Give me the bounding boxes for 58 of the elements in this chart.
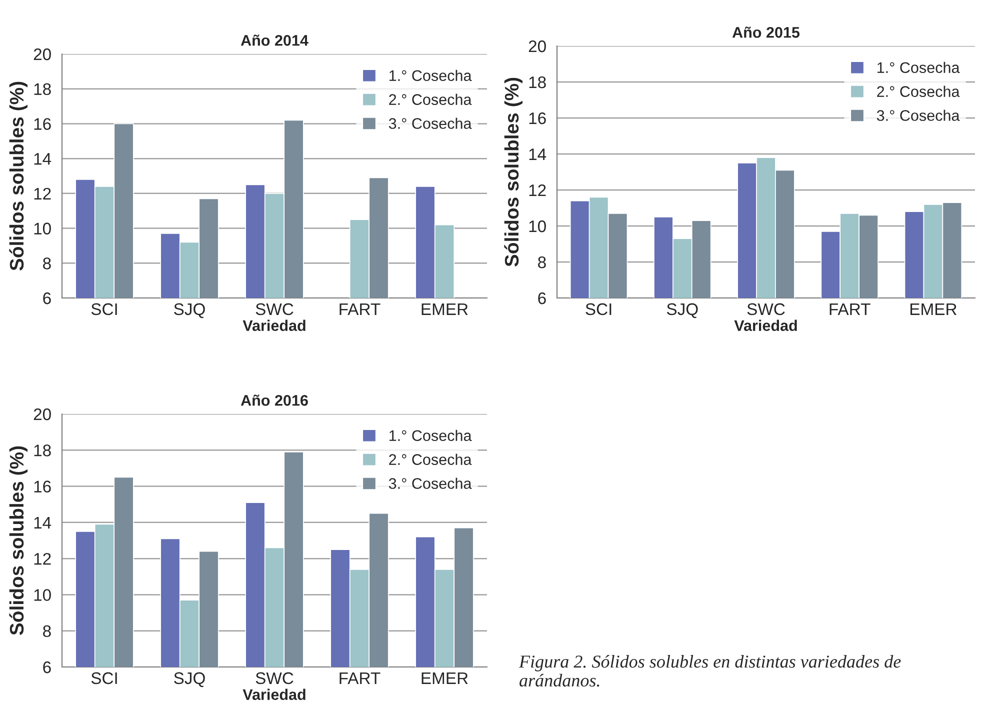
x-tick-label: SCI — [586, 303, 612, 316]
x-tick-label: SJQ — [174, 672, 205, 688]
y-axis-title: Sólidos solubles (%) — [9, 82, 28, 271]
y-tick-label: 14 — [529, 148, 546, 160]
legend-label: 2.° Cosecha — [389, 454, 472, 465]
legend-label: 3.° Cosecha — [876, 110, 960, 121]
y-tick-label: 6 — [43, 661, 51, 674]
legend-label: 2.° Cosecha — [389, 94, 472, 105]
legend-label: 1.° Cosecha — [878, 62, 960, 74]
x-tick-label: SCI — [91, 303, 117, 316]
y-axis-title: Sólidos solubles (%) — [504, 78, 522, 267]
y-tick-label: 18 — [34, 444, 51, 456]
legend-label: 2.° Cosecha — [877, 86, 960, 97]
y-tick-label: 10 — [529, 220, 546, 232]
y-tick-label: 12 — [529, 184, 546, 196]
y-tick-label: 12 — [34, 552, 51, 565]
x-tick-label: EMER — [422, 672, 468, 684]
x-tick-label: SWC — [256, 303, 294, 316]
chart-title: Año 2014 — [240, 34, 308, 46]
chart-title: Año 2016 — [240, 394, 308, 406]
legend-label: 1.° Cosecha — [390, 70, 472, 82]
x-tick-label: FART — [830, 303, 870, 315]
x-axis-title: Variedad — [242, 320, 306, 332]
y-tick-label: 16 — [529, 112, 546, 124]
y-tick-label: 18 — [529, 76, 546, 88]
y-tick-label: 18 — [34, 83, 51, 96]
y-tick-label: 6 — [43, 292, 51, 304]
y-axis-title: Sólidos solubles (%) — [9, 446, 28, 636]
text: Figura 2. Sólidos solubles en distintas variedades de arándanos. — [518, 655, 901, 687]
y-tick-label: 16 — [34, 118, 51, 130]
y-tick-label: 12 — [34, 188, 51, 200]
y-tick-label: 8 — [43, 625, 51, 638]
y-tick-label: 8 — [538, 256, 546, 268]
y-tick-label: 20 — [528, 40, 546, 52]
x-tick-label: SJQ — [666, 303, 698, 318]
legend-label: 3.° Cosecha — [388, 118, 472, 129]
x-tick-label: SCI — [91, 672, 117, 684]
y-tick-label: 6 — [538, 292, 546, 304]
y-tick-label: 14 — [34, 153, 52, 165]
x-tick-label: EMER — [910, 303, 957, 315]
y-tick-label: 10 — [34, 222, 51, 234]
legend-label: 1.° Cosecha — [390, 430, 472, 442]
legend-label: 3.° Cosecha — [388, 478, 472, 489]
x-axis-title: Variedad — [734, 320, 797, 332]
x-tick-label: EMER — [422, 303, 468, 315]
x-tick-label: FART — [340, 303, 380, 315]
y-tick-label: 8 — [43, 258, 51, 270]
y-tick-label: 20 — [34, 408, 51, 420]
x-tick-label: FART — [340, 672, 380, 684]
y-tick-label: 10 — [34, 589, 51, 601]
y-tick-label: 14 — [34, 517, 52, 528]
x-tick-label: SWC — [256, 672, 294, 684]
x-axis-title: Variedad — [242, 688, 306, 700]
y-tick-label: 16 — [34, 480, 51, 492]
chart-title: Año 2015 — [732, 26, 800, 38]
y-tick-label: 20 — [34, 48, 51, 60]
x-tick-label: SJQ — [174, 303, 205, 318]
x-tick-label: SWC — [747, 303, 785, 316]
